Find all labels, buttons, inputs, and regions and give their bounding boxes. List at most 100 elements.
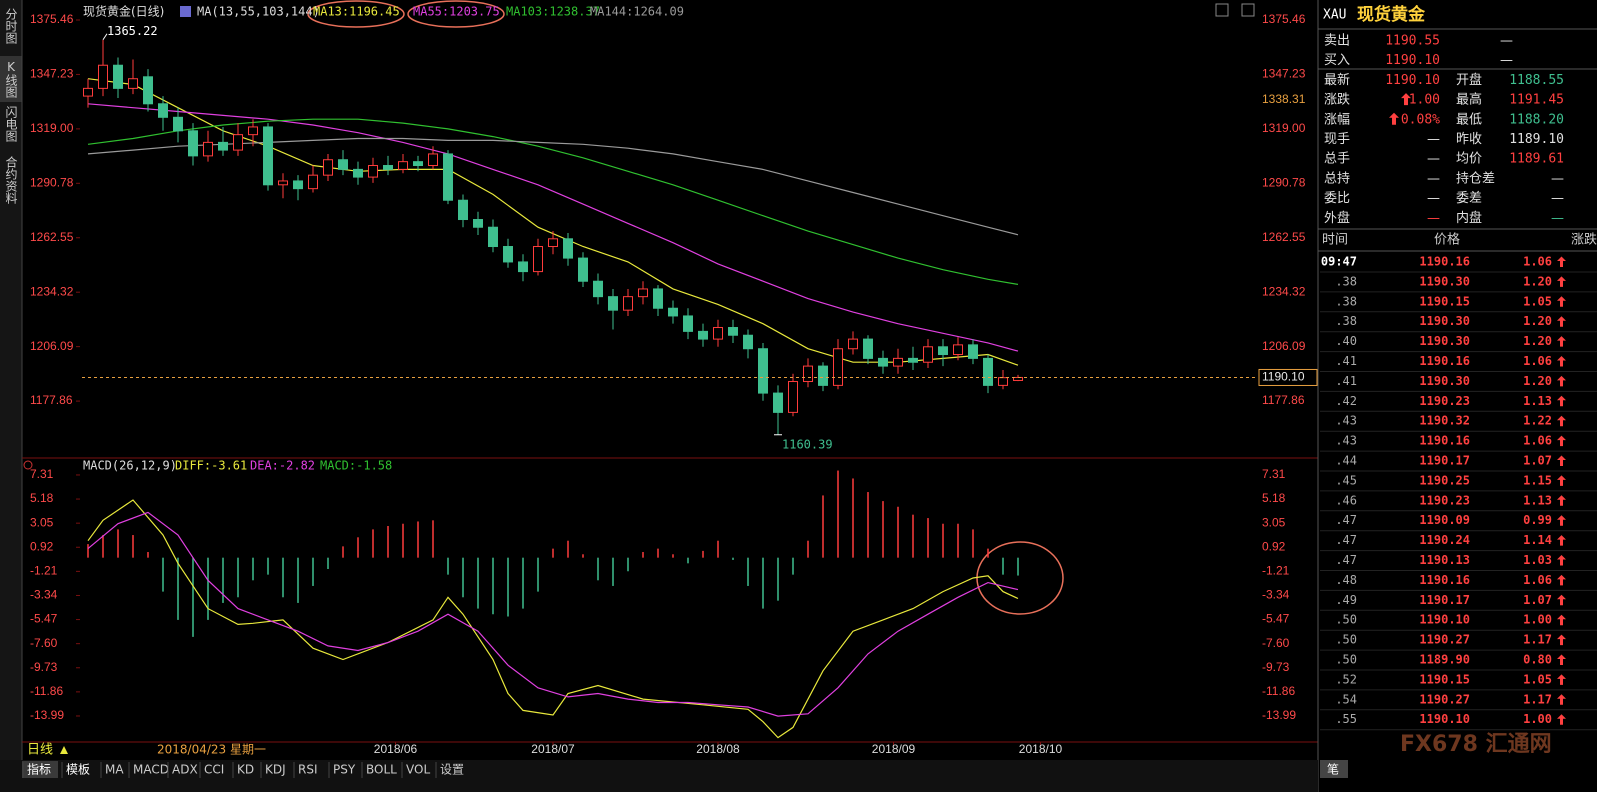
panel-icon[interactable] [23, 460, 33, 470]
y-tick-label: 1347.23 [1262, 67, 1306, 81]
low-label: 1160.39 [782, 437, 833, 451]
quote-value: — [1427, 152, 1440, 167]
toolbar-item[interactable]: MACD [133, 763, 169, 777]
tick-change: 1.14 [1523, 533, 1552, 547]
candle-body [233, 134, 243, 151]
tick-price: 1190.10 [1419, 712, 1470, 726]
tick-time: .41 [1335, 354, 1357, 368]
toolbar-item[interactable]: 设置 [440, 763, 464, 777]
y-tick-label: -3.34 [30, 588, 58, 602]
quote-value: 1190.55 [1385, 34, 1440, 49]
tick-change: 1.05 [1523, 672, 1552, 686]
candle-body [83, 87, 93, 97]
ma-line [87, 137, 1019, 236]
candle-body [533, 246, 543, 273]
quote-value: 1.00 [1409, 93, 1440, 108]
quote-label: 昨收 [1456, 132, 1482, 147]
tick-price: 1190.16 [1419, 354, 1470, 368]
tick-price: 1190.13 [1419, 553, 1470, 567]
tick-price: 1189.90 [1419, 653, 1470, 667]
candle-body [818, 365, 828, 386]
candle-body [203, 141, 213, 157]
toolbar-item[interactable]: MA [105, 763, 124, 777]
tab-bg[interactable] [1320, 760, 1348, 778]
toolbar-item[interactable]: VOL [406, 763, 430, 777]
tick-price: 1190.23 [1419, 394, 1470, 408]
side-tab[interactable]: 闪电图 [4, 106, 18, 142]
y-tick-label: 1290.78 [30, 175, 74, 189]
legend-entry: MA13:1196.45 [313, 5, 400, 19]
toolbar-item[interactable]: 指标 [27, 762, 51, 777]
y-tick-label: -13.99 [1262, 708, 1296, 722]
macd-line [87, 499, 1019, 739]
toolbar-item[interactable]: KD [237, 763, 254, 777]
y-tick-label: -7.60 [30, 636, 58, 650]
up-arrow [1557, 356, 1566, 367]
toolbar-bg [0, 760, 1318, 792]
tick-time: .42 [1335, 394, 1357, 408]
up-arrow [1557, 256, 1566, 267]
candle-body [293, 180, 303, 190]
toolbar-item[interactable]: RSI [298, 763, 318, 777]
window-icon[interactable] [1241, 3, 1255, 17]
tick-change: 1.22 [1523, 414, 1552, 428]
tick-change: 1.13 [1523, 394, 1552, 408]
quote-value: 1188.55 [1509, 73, 1564, 88]
y-tick-label: 0.92 [1262, 539, 1286, 553]
candle-body [938, 346, 948, 356]
quote-label: 涨跌 [1324, 92, 1350, 108]
up-arrow [1557, 495, 1566, 506]
tick-time: .55 [1335, 712, 1357, 726]
x-tick-label: 2018/08 [696, 742, 740, 756]
chart-title: MACD(26,12,9) [83, 459, 177, 473]
side-tab[interactable]: 合约资料 [4, 155, 18, 204]
candle-body [743, 334, 753, 350]
up-arrow [1401, 93, 1411, 106]
y-tick-label: 1319.00 [30, 121, 74, 135]
tick-time: .45 [1335, 473, 1357, 487]
tick-change: 1.15 [1523, 473, 1552, 487]
tick-price: 1190.24 [1419, 533, 1470, 547]
side-tab[interactable]: 分时图 [4, 8, 18, 44]
quote-label: 最低 [1456, 112, 1482, 127]
side-tab[interactable]: K线图 [4, 60, 18, 98]
toolbar-item[interactable]: BOLL [366, 763, 397, 777]
window-icon[interactable] [1215, 3, 1229, 17]
y-tick-label: 1319.00 [1262, 121, 1306, 135]
candle-body [998, 377, 1008, 386]
y-tick-label: -7.60 [1262, 636, 1290, 650]
tick-price: 1190.25 [1419, 473, 1470, 487]
quote-label: 委比 [1324, 191, 1350, 206]
cursor-label: 2018/04/23 星期一 [157, 743, 266, 757]
candle-body [278, 180, 288, 186]
y-tick-label: -3.34 [1262, 588, 1290, 602]
tick-change: 1.20 [1523, 314, 1552, 328]
up-arrow [1557, 694, 1566, 705]
y-tick-label: -9.73 [1262, 660, 1290, 674]
toolbar-item[interactable]: CCI [204, 763, 224, 777]
candle-body [458, 199, 468, 221]
legend-entry: MA103:1238.37 [506, 5, 600, 19]
tick-change: 1.00 [1523, 712, 1552, 726]
candle-body [323, 159, 333, 176]
candle-body [113, 64, 123, 89]
toolbar-item[interactable]: PSY [333, 763, 356, 777]
toolbar-item[interactable]: 模板 [66, 763, 90, 777]
settings-icon[interactable] [180, 6, 191, 17]
candle-body [173, 116, 183, 132]
tick-time: .50 [1335, 613, 1357, 627]
toolbar-item[interactable]: KDJ [265, 763, 286, 777]
candle-body [143, 76, 153, 105]
quote-label: 涨幅 [1324, 112, 1350, 127]
up-arrow [1557, 574, 1566, 586]
candle-body [953, 344, 963, 356]
toolbar-item[interactable]: ADX [172, 763, 198, 777]
up-arrow [1557, 714, 1566, 725]
y-tick-label: -11.86 [30, 684, 63, 698]
period-arrow[interactable] [60, 746, 68, 754]
quote-label: — [1500, 34, 1513, 49]
candle-body [833, 348, 843, 386]
table-tab[interactable]: 笔 [1327, 762, 1339, 777]
candle-body [158, 103, 168, 118]
